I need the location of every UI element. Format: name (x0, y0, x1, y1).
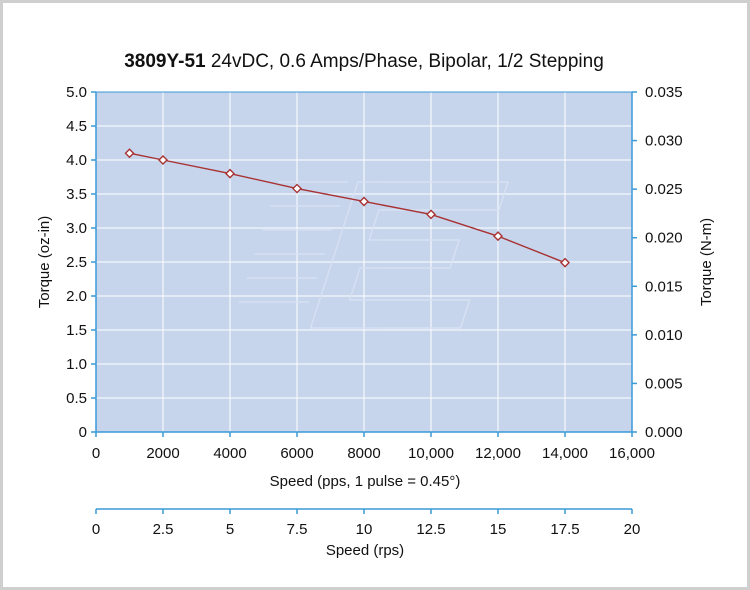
x2-tick-label: 12.5 (416, 521, 445, 538)
x-tick-label: 8000 (347, 445, 380, 462)
data-point (225, 168, 235, 179)
x-tick-label: 12,000 (475, 445, 521, 462)
x-tick-label: 2000 (146, 445, 179, 462)
chart-title: 3809Y-51 24vDC, 0.6 Amps/Phase, Bipolar,… (124, 51, 604, 72)
data-point (158, 155, 168, 165)
y2-tick-label: 0.020 (645, 230, 683, 247)
x2-tick-label: 2.5 (153, 521, 174, 538)
x2-tick-label: 17.5 (550, 521, 579, 538)
y2-tick-label: 0.000 (645, 424, 683, 441)
y2-tick-label: 0.030 (645, 133, 683, 150)
x2-tick-label: 10 (356, 521, 373, 538)
x-tick-label: 16,000 (609, 445, 655, 462)
axes (91, 91, 637, 514)
y2-tick-label: 0.015 (645, 278, 683, 295)
title-spec: 24vDC, 0.6 Amps/Phase, Bipolar, 1/2 Step… (206, 51, 604, 72)
watermark-shape (238, 181, 509, 329)
y-tick-label: 0.5 (66, 390, 87, 407)
y2-tick-label: 0.010 (645, 327, 683, 344)
x2-tick-label: 7.5 (287, 521, 308, 538)
y-tick-label: 3.0 (66, 220, 87, 237)
x2-tick-label: 20 (624, 521, 641, 538)
y-tick-label: 3.5 (66, 186, 87, 203)
x2-tick-label: 0 (92, 521, 100, 538)
x-tick-label: 10,000 (408, 445, 454, 462)
data-point (292, 183, 302, 194)
y-axis-label: Torque (oz-in) (36, 216, 53, 309)
y-tick-label: 5.0 (66, 84, 87, 101)
y-tick-label: 4.5 (66, 118, 87, 135)
y2-tick-label: 0.035 (645, 84, 683, 101)
series-torque (124, 148, 570, 268)
y-tick-label: 0 (79, 424, 87, 441)
y-tick-label: 4.0 (66, 152, 87, 169)
title-model: 3809Y-51 (124, 51, 206, 72)
data-point (493, 231, 503, 242)
x-tick-label: 0 (92, 445, 100, 462)
x-tick-label: 4000 (213, 445, 246, 462)
y-tick-label: 1.0 (66, 356, 87, 373)
x-tick-label: 14,000 (542, 445, 588, 462)
x2-tick-label: 15 (490, 521, 507, 538)
y2-tick-label: 0.005 (645, 375, 683, 392)
tick-labels: 0 2000 4000 6000 8000 10,000 12,000 14,000 16,00… (66, 84, 682, 538)
data-point (124, 148, 135, 159)
series-line (129, 152, 566, 264)
y-tick-label: 2.0 (66, 288, 87, 305)
watermark-letter (309, 181, 509, 329)
x2-axis-label: Speed (rps) (326, 542, 404, 559)
data-point (560, 257, 570, 268)
x2-tick-label: 5 (226, 521, 234, 538)
y2-tick-label: 0.025 (645, 181, 683, 198)
data-point (359, 196, 369, 207)
x-axis-label: Speed (pps, 1 pulse = 0.45°) (270, 473, 461, 490)
y-tick-label: 1.5 (66, 322, 87, 339)
y-tick-label: 2.5 (66, 254, 87, 271)
logo-watermark (238, 181, 509, 329)
x-tick-label: 6000 (280, 445, 313, 462)
y2-axis-label: Torque (N-m) (698, 218, 715, 306)
data-point (426, 209, 436, 220)
